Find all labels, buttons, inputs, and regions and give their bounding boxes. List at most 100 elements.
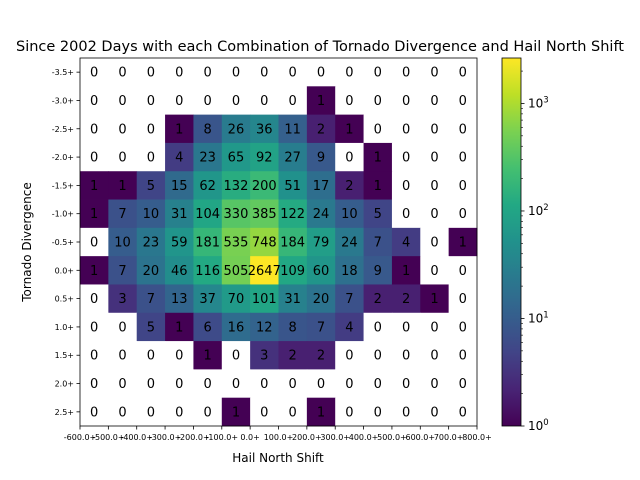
- cell-value-label: 36: [256, 122, 273, 137]
- cell-value-label: 10: [114, 236, 131, 251]
- cell-value-label: 24: [313, 207, 330, 222]
- cell-value-label: 8: [203, 122, 211, 137]
- heatmap-cell: [391, 171, 421, 200]
- cell-value-label: 7: [374, 236, 382, 251]
- cell-value-label: 10: [341, 207, 358, 222]
- heatmap-cell: [136, 199, 166, 229]
- cell-value-label: 13: [171, 292, 188, 307]
- heatmap-cell: [335, 142, 364, 172]
- x-tick-label: 100.0+: [264, 433, 294, 442]
- heatmap-cell: [363, 171, 393, 200]
- heatmap-cell: [306, 284, 336, 314]
- cell-value-label: 0: [374, 94, 382, 109]
- cell-value-label: 62: [199, 179, 216, 194]
- heatmap-cell: [420, 114, 450, 144]
- cell-value-label: 17: [313, 179, 330, 194]
- cell-value-label: 0: [289, 66, 297, 81]
- y-tick-label: 1.5+: [55, 351, 74, 360]
- cell-value-label: 60: [313, 264, 330, 279]
- heatmap-cell: [391, 199, 421, 229]
- cell-value-label: 59: [171, 236, 188, 251]
- heatmap-cell: [250, 86, 279, 116]
- heatmap-cell: [136, 256, 166, 285]
- heatmap-cell: [136, 312, 166, 342]
- cell-value-label: 1: [402, 264, 410, 279]
- cell-value-label: 5: [147, 320, 155, 335]
- heatmap-cell: [306, 227, 336, 257]
- heatmap-cell: [165, 142, 194, 172]
- heatmap-cell: [306, 114, 336, 144]
- cell-value-label: 0: [402, 349, 410, 364]
- cell-value-label: 0: [459, 405, 467, 420]
- heatmap-cell: [335, 312, 364, 342]
- x-axis-label: Hail North Shift: [232, 451, 324, 465]
- cell-value-label: 0: [345, 151, 353, 166]
- y-tick-label: 0.0+: [55, 266, 74, 275]
- heatmap-cell: [136, 369, 166, 399]
- cell-value-label: 2: [317, 122, 325, 137]
- cell-value-label: 7: [118, 207, 126, 222]
- cell-value-label: 70: [228, 292, 245, 307]
- cell-value-label: 0: [402, 405, 410, 420]
- heatmap-cell: [165, 86, 194, 116]
- heatmap-cell: [420, 312, 450, 342]
- heatmap-cell: [278, 171, 308, 200]
- cell-value-label: 0: [203, 377, 211, 392]
- cell-value-label: 0: [459, 292, 467, 307]
- cell-value-label: 132: [224, 179, 249, 194]
- cell-value-label: 1: [459, 236, 467, 251]
- cell-value-label: 0: [289, 405, 297, 420]
- cell-value-label: 0: [175, 94, 183, 109]
- cell-value-label: 2: [345, 179, 353, 194]
- cell-value-label: 0: [345, 377, 353, 392]
- cell-value-label: 0: [118, 405, 126, 420]
- heatmap-cell: [391, 256, 421, 285]
- cell-value-label: 0: [147, 66, 155, 81]
- heatmap-cell: [363, 284, 393, 314]
- cell-value-label: 0: [90, 94, 98, 109]
- heatmap-cell: [363, 114, 393, 144]
- cell-value-label: 0: [175, 66, 183, 81]
- cell-value-label: 4: [175, 151, 183, 166]
- heatmap-cell: [335, 369, 364, 399]
- heatmap-cell: [306, 58, 336, 87]
- heatmap-cell: [193, 227, 223, 257]
- heatmap-cell: [363, 58, 393, 87]
- cell-value-label: 2: [289, 349, 297, 364]
- cell-value-label: 0: [147, 349, 155, 364]
- heatmap-cell: [108, 227, 138, 257]
- cell-value-label: 0: [374, 122, 382, 137]
- cell-value-label: 109: [280, 264, 305, 279]
- heatmap-cell: [80, 312, 109, 342]
- cell-value-label: 27: [284, 151, 301, 166]
- heatmap-cell: [221, 86, 251, 116]
- heatmap-cell: [221, 256, 251, 285]
- cell-value-label: 7: [317, 320, 325, 335]
- cell-value-label: 9: [374, 264, 382, 279]
- heatmap-cell: [250, 341, 279, 370]
- cell-value-label: 0: [345, 66, 353, 81]
- heatmap-cell: [80, 227, 109, 257]
- cell-value-label: 116: [195, 264, 220, 279]
- heatmap-cell: [80, 86, 109, 116]
- cell-value-label: 1: [345, 122, 353, 137]
- cell-value-label: 0: [232, 94, 240, 109]
- cell-value-label: 0: [430, 122, 438, 137]
- cell-value-label: 5: [147, 179, 155, 194]
- heatmap-cell: [193, 86, 223, 116]
- heatmap-cell: [335, 284, 364, 314]
- heatmap-cell: [335, 227, 364, 257]
- cell-value-label: 330: [224, 207, 249, 222]
- heatmap-cell: [363, 86, 393, 116]
- x-tick-label: -200.0+: [177, 433, 210, 442]
- cell-value-label: 0: [402, 320, 410, 335]
- heatmap-cell: [221, 114, 251, 144]
- cell-value-label: 12: [256, 320, 273, 335]
- cell-value-label: 0: [430, 320, 438, 335]
- cell-value-label: 23: [199, 151, 216, 166]
- x-tick-label: -300.0+: [149, 433, 182, 442]
- colorbar-tick-label: 102: [528, 203, 549, 218]
- heatmap-cell: [136, 142, 166, 172]
- cell-value-label: 0: [90, 151, 98, 166]
